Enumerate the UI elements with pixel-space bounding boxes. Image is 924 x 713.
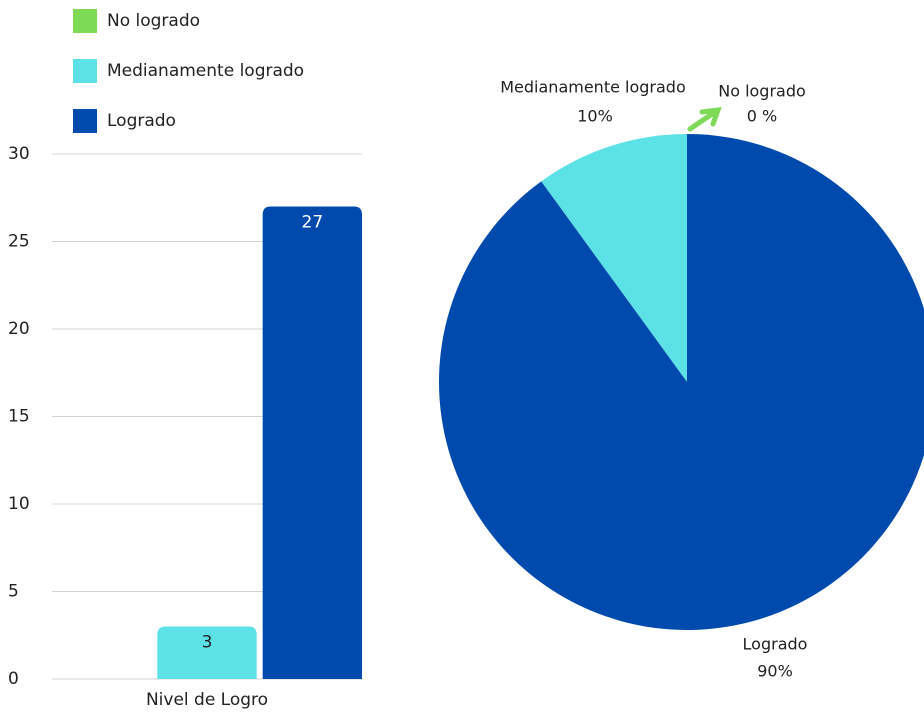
- data-label: 3: [202, 633, 213, 653]
- leader-arrow: [687, 107, 722, 132]
- data-label: 27: [302, 213, 324, 233]
- y-tick-label: 10: [8, 494, 30, 514]
- slice-value: 10%: [577, 107, 613, 126]
- legend-label: Logrado: [107, 111, 176, 131]
- bar: [262, 206, 362, 679]
- legend-label: Medianamente logrado: [107, 61, 304, 81]
- slice-value: 90%: [757, 662, 793, 681]
- slice-name: No logrado: [718, 82, 806, 101]
- slice-value: 0 %: [747, 107, 777, 126]
- slice-name: Logrado: [743, 635, 808, 654]
- bar: [157, 626, 257, 679]
- slice-name: Medianamente logrado: [500, 78, 686, 97]
- pie-slice: [541, 134, 687, 382]
- y-tick-label: 30: [8, 144, 30, 164]
- pie-slice: [439, 134, 924, 630]
- y-tick-label: 5: [8, 582, 19, 602]
- y-tick-label: 0: [8, 669, 19, 689]
- y-tick-label: 25: [8, 232, 30, 252]
- legend-label: No logrado: [107, 11, 200, 31]
- legend-swatch: [73, 59, 97, 83]
- legend-swatch: [73, 9, 97, 33]
- legend-swatch: [73, 109, 97, 133]
- x-tick-label: Nivel de Logro: [146, 690, 268, 710]
- y-tick-label: 20: [8, 319, 30, 339]
- y-tick-label: 15: [8, 407, 30, 427]
